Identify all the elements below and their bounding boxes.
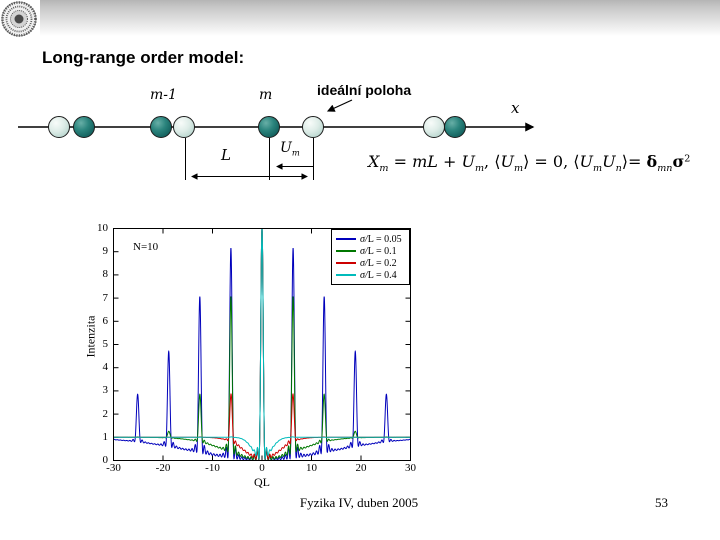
y-tick-label: 2 <box>102 407 109 420</box>
legend-label: σ/L = 0.4 <box>360 269 397 281</box>
legend-line-swatch <box>336 238 356 240</box>
legend-entry: σ/L = 0.1 <box>336 245 409 257</box>
y-tick-label: 6 <box>102 314 109 327</box>
y-tick-label: 9 <box>102 245 109 258</box>
x-tick-label: 30 <box>405 462 416 474</box>
period-label: L <box>221 146 231 164</box>
university-seal-icon <box>0 0 40 40</box>
atom-ideal <box>423 116 445 138</box>
chart-y-axis-title: Intenzita <box>83 315 98 358</box>
page-title: Long-range order model: <box>42 48 245 67</box>
displacement-label: Um <box>280 140 300 158</box>
chart-annotation-n: N=10 <box>133 241 159 253</box>
y-tick-label: 10 <box>97 222 108 234</box>
atom-actual <box>73 116 95 138</box>
y-tick-label: 1 <box>102 430 109 443</box>
ideal-position-label: ideální poloha <box>317 82 412 98</box>
ideal-position-pointer-arrow <box>326 99 353 112</box>
legend-label: σ/L = 0.05 <box>360 233 402 245</box>
x-axis-label: x <box>511 99 520 117</box>
x-tick-label: 0 <box>259 462 265 474</box>
x-tick-label: 10 <box>306 462 317 474</box>
legend-entry: σ/L = 0.05 <box>336 233 409 245</box>
y-tick-label: 4 <box>102 361 109 374</box>
page-number: 53 <box>655 495 668 510</box>
footer-text: Fyzika IV, duben 2005 <box>299 495 419 510</box>
y-tick-label: 0 <box>102 454 109 466</box>
atom-actual-m <box>258 116 280 138</box>
y-tick-label: 5 <box>102 338 109 350</box>
y-tick-label: 3 <box>102 384 109 397</box>
legend-label: σ/L = 0.2 <box>360 257 397 269</box>
atom-actual-m-minus-1 <box>150 116 172 138</box>
atom-ideal-m <box>302 116 324 138</box>
x-tick-label: 20 <box>355 462 367 474</box>
chart-x-axis-title: QL <box>254 475 270 489</box>
label-m-minus-1: m-1 <box>150 87 177 103</box>
label-m: m <box>259 87 273 103</box>
atom-ideal <box>48 116 70 138</box>
legend-line-swatch <box>336 274 356 276</box>
legend-label: σ/L = 0.1 <box>360 245 397 257</box>
x-tick-label: -10 <box>205 462 220 474</box>
model-equation: Xm = mL + Um, ⟨Um⟩ = 0, ⟨UmUn⟩= δmnσ2 <box>368 152 691 174</box>
chart-legend: σ/L = 0.05 σ/L = 0.1 σ/L = 0.2 σ/L = 0.4 <box>331 229 410 285</box>
legend-entry: σ/L = 0.2 <box>336 257 409 269</box>
header-gradient-band <box>0 0 720 36</box>
y-tick-label: 7 <box>102 291 109 304</box>
y-tick-label: 8 <box>102 268 109 281</box>
legend-line-swatch <box>336 250 356 252</box>
legend-line-swatch <box>336 262 356 264</box>
x-tick-label: -30 <box>106 462 121 474</box>
legend-entry: σ/L = 0.4 <box>336 269 409 281</box>
atom-actual <box>444 116 466 138</box>
x-tick-label: -20 <box>155 462 171 474</box>
atom-ideal-m-minus-1 <box>173 116 195 138</box>
